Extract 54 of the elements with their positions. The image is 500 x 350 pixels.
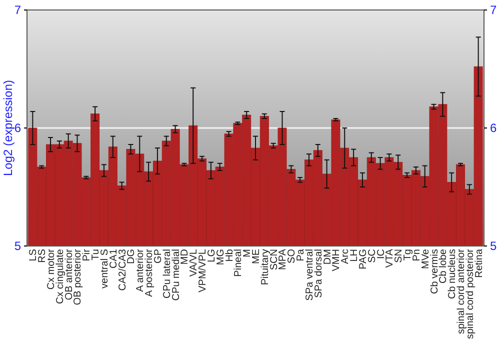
x-tick-label: VTA — [384, 248, 396, 268]
x-tick-label: A anterior — [135, 248, 146, 292]
x-tick-label: SO — [286, 248, 298, 264]
x-tick-label: CA2/CA3 — [117, 248, 128, 291]
x-tick-label: SCN — [268, 249, 280, 270]
x-tick-label: GP — [152, 248, 164, 264]
y2-tick-label: 6 — [490, 120, 497, 135]
x-tick-label: LG — [206, 248, 218, 262]
x-tick-label: SN — [394, 249, 405, 263]
x-tick-label: Pir — [82, 248, 93, 262]
x-tick-label: RS — [37, 248, 48, 263]
x-tick-label: Arc — [340, 249, 352, 264]
x-tick-label: DM — [322, 249, 334, 265]
x-tick-label: Pineal — [233, 249, 244, 277]
x-tick-label: A posterior — [144, 248, 156, 297]
x-tick-label: IC — [376, 249, 387, 259]
x-tick-label: Tg — [402, 249, 414, 261]
x-tick-label: Cb nucleus — [447, 249, 458, 300]
x-tick-label: ME — [251, 248, 262, 264]
x-tick-label: MPA — [278, 248, 289, 270]
x-tick-label: Pn — [411, 249, 422, 262]
y2-tick-label: 7 — [490, 2, 497, 17]
y2-tick-label: 5 — [490, 238, 497, 253]
x-tick-label: ventral S — [99, 248, 110, 288]
x-tick-label: LS — [28, 248, 40, 262]
x-tick-label: Cb lobe — [438, 248, 450, 284]
x-tick-label: Cx cingulate — [54, 248, 66, 304]
y-tick-label: 7 — [14, 2, 22, 17]
x-tick-label: CPu lateral — [162, 249, 173, 298]
x-tick-label: SPa dorsal — [313, 249, 324, 298]
x-tick-label: VMH — [331, 249, 342, 272]
x-tick-label: CA1 — [108, 248, 120, 268]
x-tick-label: MG — [215, 248, 226, 266]
x-tick-label: MVe — [420, 248, 432, 270]
x-tick-label: DG — [126, 248, 138, 264]
y-tick-label: 6 — [14, 120, 22, 135]
x-tick-label: OB posterior — [72, 248, 84, 306]
y-tick-label: 5 — [14, 238, 22, 253]
x-tick-label: Pituitary — [260, 249, 271, 286]
x-tick-label: spinal cord anterior — [456, 248, 467, 334]
x-tick-label: SC — [366, 249, 378, 263]
x-tick-label: PAG — [358, 248, 369, 270]
x-tick-label: LH — [349, 249, 360, 262]
x-tick-label: SPa ventral — [304, 249, 316, 301]
y-axis-title: Log2 (expression) — [1, 80, 15, 176]
x-tick-label: M — [242, 249, 254, 258]
x-tick-label: Hb — [224, 248, 236, 262]
x-tick-label: OB anterior — [64, 248, 75, 300]
x-tick-label: Pa — [296, 248, 307, 262]
x-tick-label: spinal cord posterior — [464, 248, 476, 340]
x-tick-label: VPM/VPL — [198, 248, 209, 292]
x-tick-label: CPu medial — [170, 249, 182, 301]
x-tick-label: Retina — [474, 248, 485, 278]
x-tick-label: Tu — [90, 249, 102, 260]
